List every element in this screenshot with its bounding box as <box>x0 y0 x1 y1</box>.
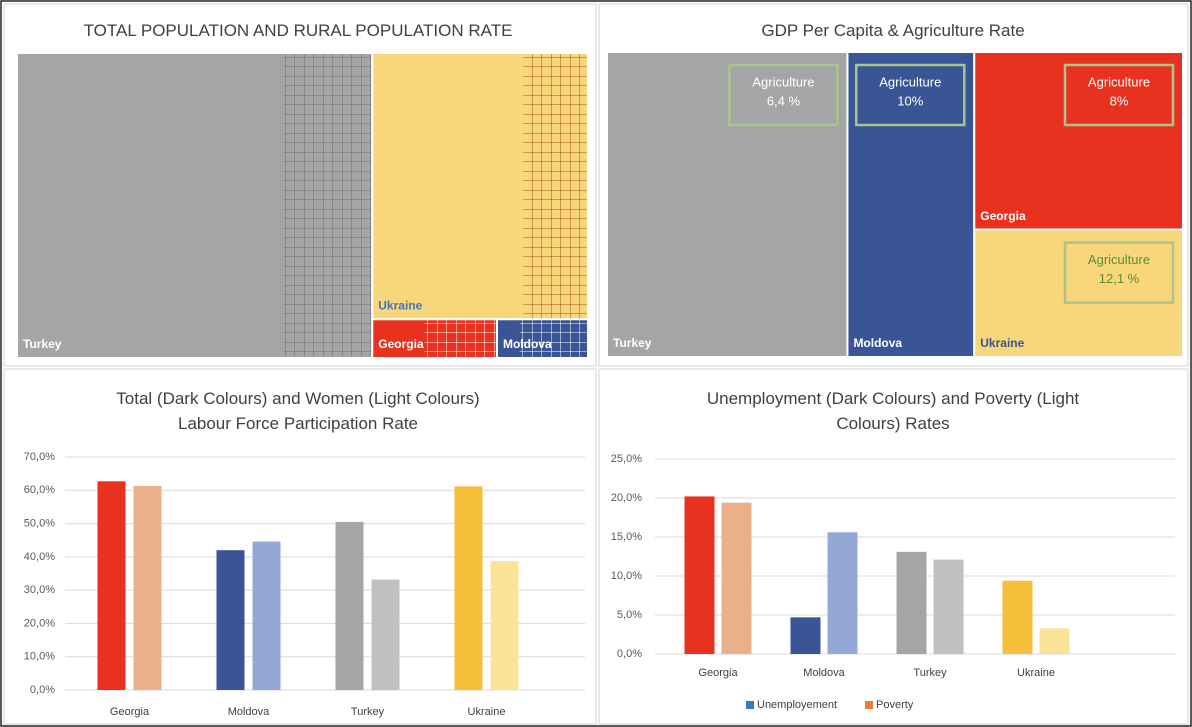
treemap-cell <box>606 51 849 358</box>
bar <box>133 485 162 690</box>
annotation-title: Agriculture <box>879 74 941 89</box>
cell-label: Turkey <box>23 337 62 351</box>
annotation-value: 6,4 % <box>767 93 801 108</box>
bar <box>490 561 519 690</box>
treemap-cell <box>846 51 976 358</box>
cell-label: Turkey <box>613 336 652 350</box>
annotation-title: Agriculture <box>752 74 814 89</box>
bar <box>216 550 245 690</box>
y-tick-label: 40,0% <box>24 551 55 563</box>
bar <box>1039 628 1070 654</box>
panel <box>598 368 1189 725</box>
bar <box>454 486 483 690</box>
treemap-cell <box>973 228 1184 358</box>
legend-swatch <box>746 701 754 709</box>
treemap-cell <box>973 51 1184 231</box>
x-tick-label: Moldova <box>228 706 270 718</box>
rural-hatch <box>424 320 496 357</box>
panel <box>3 3 597 367</box>
chart-title: GDP Per Capita & Agriculture Rate <box>761 21 1025 40</box>
annotation-title: Agriculture <box>1088 74 1150 89</box>
cell-label: Georgia <box>378 337 424 351</box>
y-tick-label: 60,0% <box>24 484 55 496</box>
y-tick-label: 10,0% <box>611 570 642 582</box>
y-tick-label: 20,0% <box>24 617 55 629</box>
x-tick-label: Georgia <box>698 667 738 679</box>
annotation-box <box>1063 63 1175 127</box>
annotation-value: 10% <box>897 93 923 108</box>
bar <box>252 541 281 690</box>
y-tick-label: 15,0% <box>611 531 642 543</box>
bar <box>827 532 858 654</box>
y-tick-label: 10,0% <box>24 651 55 663</box>
x-tick-label: Turkey <box>913 667 947 679</box>
y-tick-label: 25,0% <box>611 453 642 465</box>
bar <box>790 617 821 654</box>
bar <box>933 559 964 654</box>
y-tick-label: 30,0% <box>24 584 55 596</box>
legend-label: Unemployement <box>757 699 837 711</box>
y-tick-label: 20,0% <box>611 492 642 504</box>
chart-title: TOTAL POPULATION AND RURAL POPULATION RA… <box>83 21 513 40</box>
cell-label: Georgia <box>980 209 1026 223</box>
bar <box>896 551 927 654</box>
rural-hatch <box>283 54 372 357</box>
annotation-box <box>728 63 839 127</box>
cell-label: Ukraine <box>378 298 422 312</box>
rural-hatch <box>519 320 587 357</box>
bar <box>684 496 715 654</box>
x-tick-label: Ukraine <box>1017 667 1055 679</box>
cell-label: Moldova <box>853 336 902 350</box>
x-tick-label: Ukraine <box>468 706 506 718</box>
y-tick-label: 70,0% <box>24 451 55 463</box>
legend-swatch <box>865 701 873 709</box>
legend-label: Poverty <box>876 699 914 711</box>
bar <box>335 521 364 690</box>
x-tick-label: Georgia <box>110 706 150 718</box>
bar <box>371 579 400 690</box>
chart-title: Total (Dark Colours) and Women (Light Co… <box>116 389 480 433</box>
x-tick-label: Moldova <box>803 667 845 679</box>
annotation-value: 12,1 % <box>1099 271 1140 286</box>
annotation-box <box>1063 241 1175 304</box>
cell-label: Ukraine <box>980 336 1024 350</box>
bar <box>721 502 752 654</box>
annotation-title: Agriculture <box>1088 252 1150 267</box>
cell-label: Moldova <box>503 337 552 351</box>
y-tick-label: 50,0% <box>24 517 55 529</box>
x-tick-label: Turkey <box>351 706 385 718</box>
y-tick-label: 5,0% <box>617 609 642 621</box>
bar <box>1002 580 1033 654</box>
y-tick-label: 0,0% <box>30 684 55 696</box>
rural-hatch <box>523 54 587 319</box>
annotation-value: 8% <box>1110 93 1129 108</box>
panel <box>598 3 1189 367</box>
panel <box>3 368 597 725</box>
chart-title: Unemployment (Dark Colours) and Poverty … <box>706 389 1080 433</box>
y-tick-label: 0,0% <box>617 648 642 660</box>
bar <box>97 481 126 690</box>
annotation-box <box>855 63 966 127</box>
